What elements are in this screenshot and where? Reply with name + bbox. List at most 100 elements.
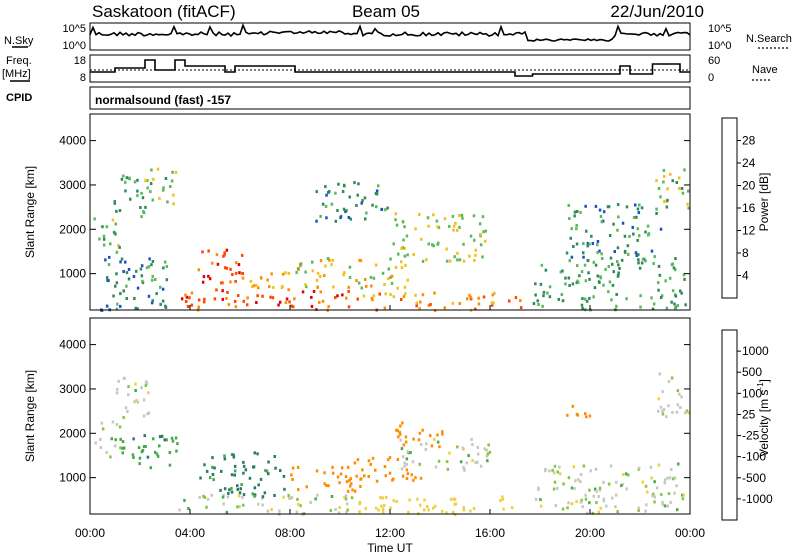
heatmap-cell — [539, 504, 543, 508]
heatmap-cell — [323, 471, 326, 475]
heatmap-cell — [561, 269, 564, 273]
heatmap-cell — [481, 215, 485, 219]
heatmap-cell — [315, 190, 318, 194]
heatmap-cell — [462, 506, 465, 510]
heatmap-cell — [634, 251, 638, 255]
heatmap-cell — [230, 490, 234, 494]
heatmap-cell — [370, 284, 373, 288]
heatmap-cell — [602, 283, 605, 287]
heatmap-cell — [148, 257, 151, 261]
heatmap-cell — [474, 253, 477, 257]
heatmap-cell — [668, 476, 672, 480]
heatmap-cell — [685, 409, 689, 413]
heatmap-cell — [241, 495, 244, 499]
heatmap-cell — [662, 408, 666, 412]
heatmap-cell — [661, 502, 665, 506]
heatmap-cell — [598, 488, 601, 492]
heatmap-cell — [150, 168, 153, 172]
heatmap-cell — [336, 475, 340, 479]
heatmap-cell — [644, 230, 647, 234]
heatmap-cell — [653, 500, 656, 504]
heatmap-cell — [400, 247, 403, 250]
heatmap-cell — [343, 495, 346, 499]
heatmap-cell — [223, 487, 227, 491]
heatmap-cell — [544, 469, 547, 473]
heatmap-cell — [611, 283, 615, 287]
heatmap-cell — [136, 189, 139, 193]
heatmap-cell — [492, 301, 495, 305]
heatmap-cell — [571, 404, 575, 408]
heatmap-cell — [141, 196, 145, 200]
heatmap-cell — [207, 274, 210, 278]
heatmap-cell — [676, 403, 680, 407]
heatmap-cell — [332, 285, 335, 289]
heatmap-cell — [132, 275, 136, 278]
heatmap-cell — [599, 506, 602, 510]
heatmap-cell — [319, 259, 323, 263]
heatmap-cell — [327, 305, 330, 309]
heatmap-cell — [671, 289, 675, 293]
heatmap-cell — [101, 225, 104, 229]
heatmap-cell — [134, 306, 137, 310]
heatmap-cell — [436, 225, 439, 229]
heatmap-cell — [418, 431, 422, 435]
heatmap-cell — [127, 277, 131, 281]
heatmap-cell — [445, 511, 448, 515]
heatmap-cell — [348, 484, 352, 488]
colorbar-tick-label: 24 — [742, 156, 756, 170]
heatmap-cell — [501, 497, 504, 501]
heatmap-cell — [582, 251, 585, 255]
heatmap-cell — [347, 290, 350, 293]
frequency-line — [90, 59, 690, 77]
heatmap-cell — [577, 478, 580, 482]
heatmap-cell — [474, 461, 477, 465]
heatmap-cell — [553, 480, 557, 484]
heatmap-cell — [337, 511, 341, 515]
heatmap-cell — [114, 444, 117, 448]
heatmap-cell — [441, 430, 444, 434]
heatmap-cell — [156, 454, 160, 458]
heatmap-cell — [446, 467, 450, 471]
heatmap-cell — [168, 451, 172, 454]
heatmap-cell — [667, 492, 671, 496]
heatmap-cell — [197, 268, 201, 272]
heatmap-cell — [360, 201, 363, 205]
heatmap-cell — [270, 508, 273, 512]
heatmap-cell — [105, 304, 109, 308]
heatmap-cell — [105, 276, 109, 280]
heatmap-cell — [256, 294, 259, 298]
heatmap-cell — [226, 291, 229, 294]
heatmap-cell — [617, 263, 620, 267]
heatmap-cell — [673, 302, 676, 306]
heatmap-cell — [436, 440, 440, 444]
heatmap-cell — [102, 234, 106, 238]
heatmap-cell — [579, 500, 583, 504]
heatmap-cell — [290, 304, 293, 308]
heatmap-cell — [402, 443, 406, 447]
heatmap-cell — [107, 263, 111, 267]
heatmap-cell — [486, 459, 489, 463]
heatmap-cell — [127, 268, 131, 271]
heatmap-cell — [676, 304, 679, 307]
heatmap-cell — [403, 225, 406, 229]
x-axis-label: Time UT — [367, 541, 413, 554]
heatmap-cell — [406, 450, 409, 454]
heatmap-cell — [119, 446, 122, 450]
heatmap-cell — [479, 232, 482, 236]
heatmap-cell — [461, 216, 464, 220]
heatmap-cell — [510, 506, 514, 510]
heatmap-cell — [389, 257, 392, 261]
heatmap-cell — [433, 437, 436, 441]
heatmap-cell — [234, 305, 238, 309]
heatmap-cell — [487, 443, 490, 447]
heatmap-cell — [360, 286, 363, 290]
heatmap-cell — [111, 420, 115, 424]
heatmap-cell — [568, 259, 571, 263]
heatmap-cell — [349, 477, 352, 481]
heatmap-cell — [402, 238, 405, 242]
heatmap-cell — [142, 398, 146, 402]
ytick-label: 1000 — [59, 471, 86, 485]
heatmap-cell — [117, 379, 120, 383]
heatmap-cell — [585, 229, 588, 233]
heatmap-cell — [392, 499, 396, 503]
